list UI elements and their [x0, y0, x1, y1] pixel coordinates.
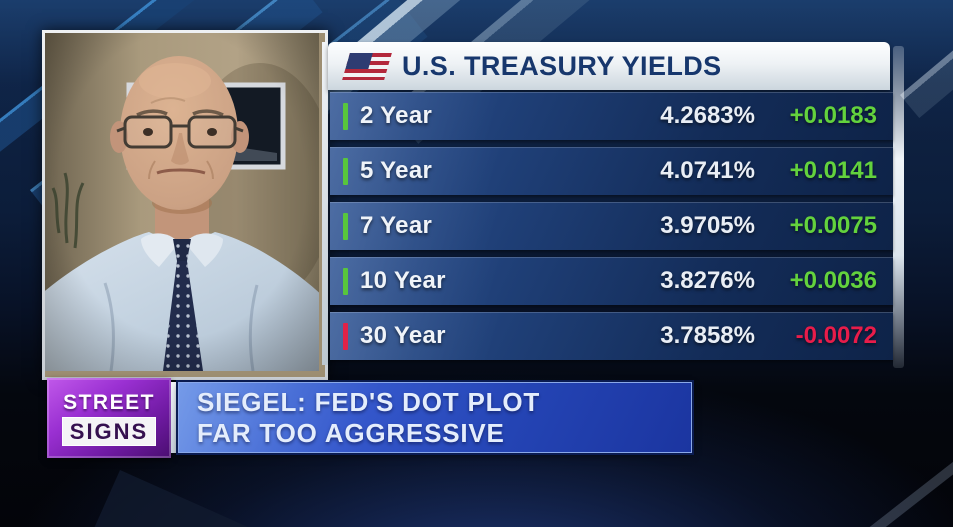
row-accent-tick [343, 322, 348, 350]
lower-third-banner: SIEGEL: FED'S DOT PLOT FAR TOO AGGRESSIV… [178, 382, 692, 453]
show-logo-line2: SIGNS [61, 416, 157, 446]
row-accent-tick [343, 157, 348, 185]
guest-video [45, 33, 325, 377]
panel-right-edge [893, 46, 904, 368]
row-accent-tick [343, 267, 348, 295]
yields-panel-title: U.S. TREASURY YIELDS [402, 50, 722, 81]
maturity-label: 5 Year [360, 157, 433, 184]
yield-change: -0.0072 [795, 322, 877, 349]
yield-value: 3.7858% [660, 322, 755, 349]
yield-row: 10 Year 3.8276% +0.0036 [330, 257, 893, 305]
headline-line1: SIEGEL: FED'S DOT PLOT [197, 386, 541, 417]
row-accent-tick [343, 102, 348, 130]
yield-value: 4.2683% [660, 102, 755, 129]
lower-third-accent-bar [171, 382, 178, 453]
yield-row: 5 Year 4.0741% +0.0141 [330, 147, 893, 195]
us-flag-icon [342, 52, 392, 80]
yield-row: 2 Year 4.2683% +0.0183 [330, 92, 893, 140]
guest-video-frame [42, 30, 328, 380]
yield-value: 3.9705% [660, 212, 755, 239]
yields-table: 2 Year 4.2683% +0.0183 5 Year 4.0741% +0.0141… [330, 92, 893, 367]
yield-value: 3.8276% [660, 267, 755, 294]
yield-change: +0.0075 [789, 212, 877, 239]
panel-left-edge [322, 42, 328, 365]
maturity-label: 7 Year [360, 212, 433, 239]
show-logo-line1: STREET [63, 390, 155, 414]
yield-change: +0.0183 [789, 102, 877, 129]
yield-row: 30 Year 3.7858% -0.0072 [330, 312, 893, 360]
show-logo: STREET SIGNS [47, 378, 171, 458]
yield-change: +0.0141 [789, 157, 877, 184]
maturity-label: 30 Year [360, 322, 446, 349]
yield-change: +0.0036 [789, 267, 877, 294]
maturity-label: 2 Year [360, 102, 433, 129]
yield-row: 7 Year 3.9705% +0.0075 [330, 202, 893, 250]
yield-value: 4.0741% [660, 157, 755, 184]
row-accent-tick [343, 212, 348, 240]
yields-panel-header: U.S. TREASURY YIELDS [328, 42, 890, 90]
headline-line2: FAR TOO AGGRESSIVE [197, 417, 505, 448]
guest-illustration [45, 33, 319, 371]
maturity-label: 10 Year [360, 267, 446, 294]
